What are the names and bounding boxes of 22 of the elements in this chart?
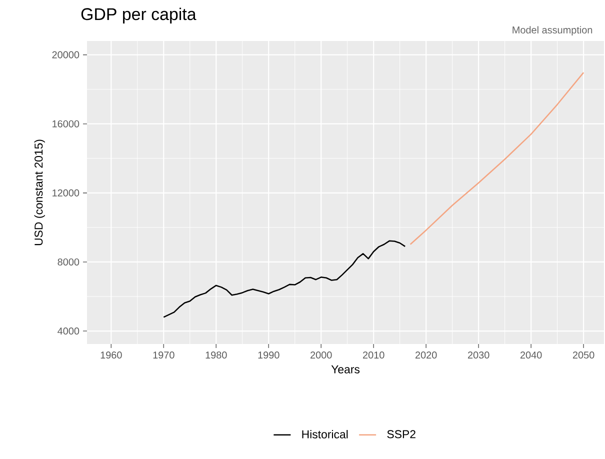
text: Model assumption <box>512 26 592 36</box>
line-series <box>410 72 584 246</box>
y-tick-label: 12000 <box>52 189 80 196</box>
x-tick-label: 2050 <box>572 352 594 359</box>
x-tick-label: 2040 <box>520 352 542 359</box>
y-tick-label: 4000 <box>58 328 80 335</box>
legend-label: SSP2 <box>387 430 416 438</box>
x-tick-label: 2000 <box>310 352 332 359</box>
x-tick-label: 2030 <box>468 352 490 359</box>
y-tick-label: 20000 <box>52 51 80 58</box>
y-axis-title: USD (constant 2015) <box>34 140 45 246</box>
x-tick-label: 2020 <box>415 352 437 359</box>
legend-label: Historical <box>302 430 348 438</box>
x-tick-label: 1960 <box>100 352 122 359</box>
x-tick-label: 1970 <box>153 352 174 359</box>
x-tick-label: 1980 <box>206 352 227 359</box>
chart-title: GDP per capita <box>81 8 196 24</box>
x-tick-label: 2010 <box>363 352 384 359</box>
y-tick-label: 8000 <box>58 258 80 266</box>
y-tick-label: 16000 <box>52 120 80 128</box>
x-axis-title: Years <box>331 365 360 374</box>
x-tick-label: 1990 <box>258 352 280 359</box>
